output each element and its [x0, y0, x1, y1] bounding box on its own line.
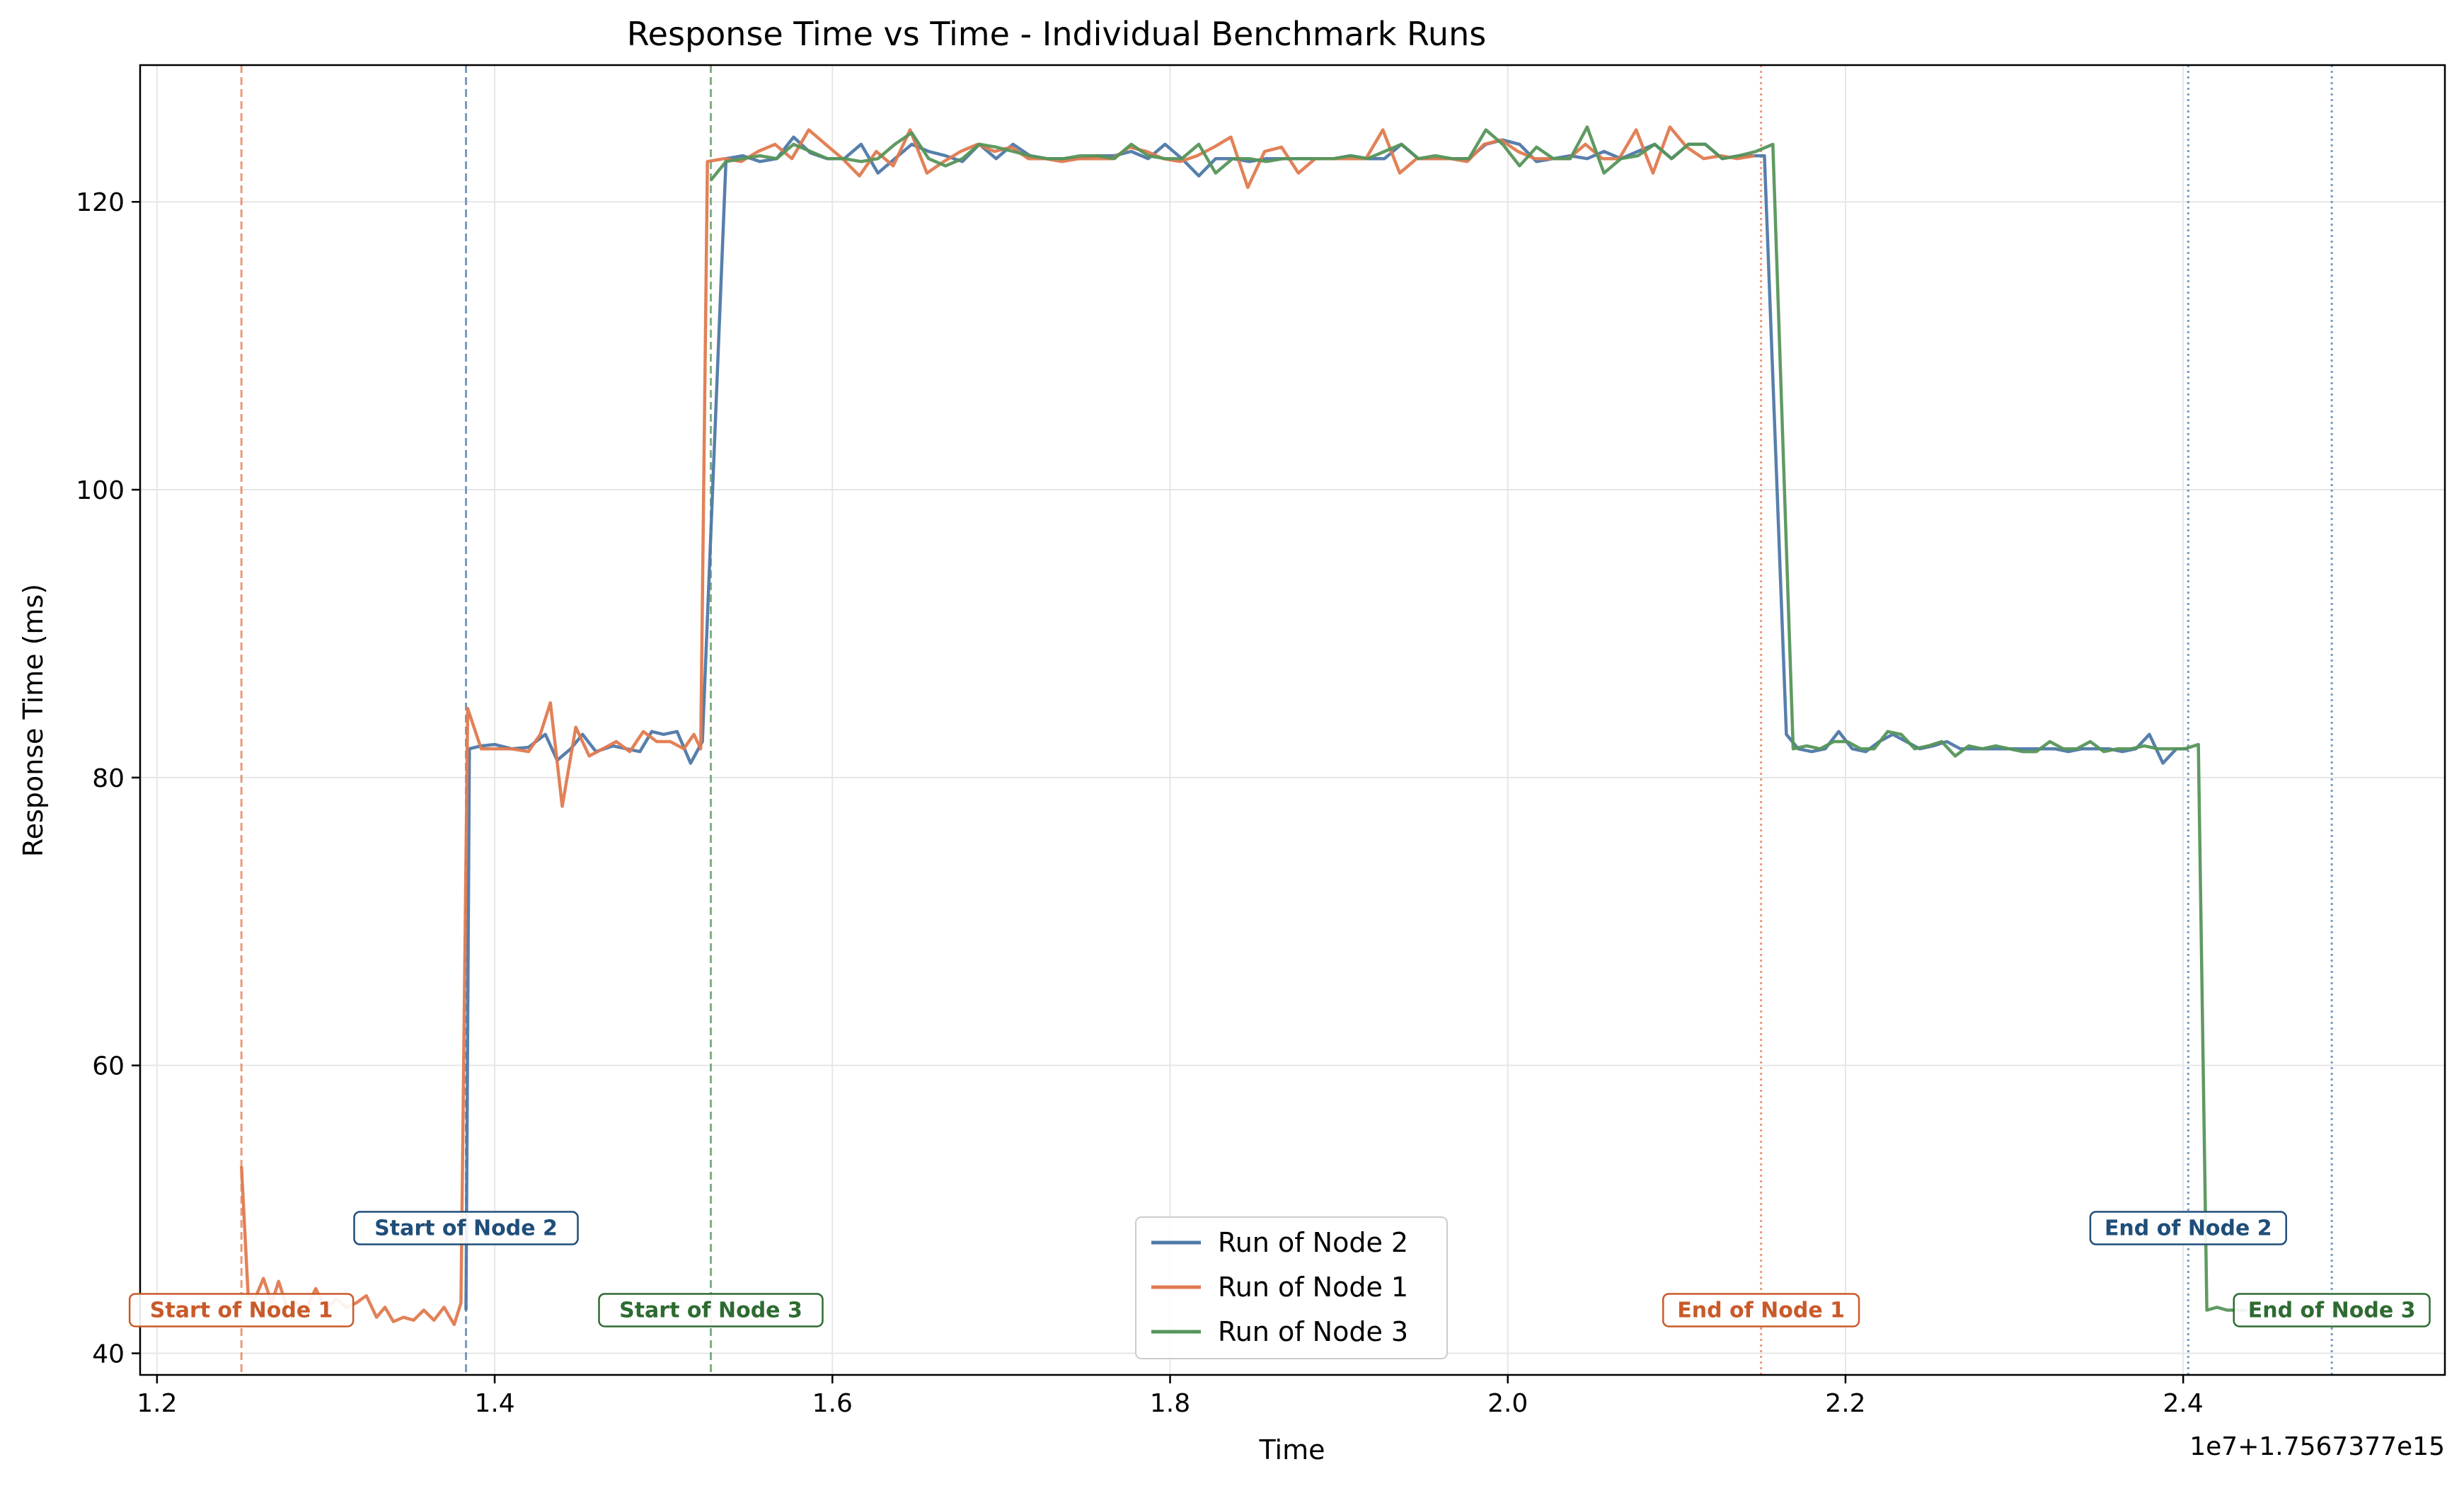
annotation-box: [353, 1211, 579, 1245]
annotation-box: [1662, 1293, 1860, 1327]
y-axis: 40 60 80 100 120: [76, 188, 140, 1369]
annotation-text: End of Node 3: [2248, 1298, 2416, 1323]
legend-label: Run of Node 3: [1218, 1316, 1408, 1347]
legend-label: Run of Node 1: [1218, 1272, 1408, 1303]
annotation-end-of-node-3: End of Node 3: [2233, 1293, 2431, 1327]
x-tick-label-1-8: 1.8: [1150, 1389, 1190, 1418]
annotation-start-of-node-1: Start of Node 1: [128, 1293, 355, 1327]
annotation-text: Start of Node 3: [619, 1298, 802, 1323]
grid: [140, 65, 2445, 1375]
x-tick-label-1-2: 1.2: [137, 1389, 177, 1418]
y-tick-label-100: 100: [76, 476, 125, 505]
y-axis-label: Response Time (ms): [18, 584, 49, 857]
annotation-start-of-node-2: Start of Node 2: [353, 1211, 579, 1245]
series-lines: [239, 125, 2247, 1327]
annotation-box: [128, 1293, 355, 1327]
plot-frame: [139, 64, 2446, 1376]
annotation-box: [2233, 1293, 2431, 1327]
x-axis: 1.2 1.4 1.6 1.8 2.0 2.2 2.4: [137, 1375, 2204, 1418]
annotations: Start of Node 1 Start of Node 2 Start of N…: [128, 1211, 2431, 1327]
x-axis-label: Time: [1259, 1434, 1325, 1465]
annotation-text: Start of Node 2: [374, 1216, 558, 1241]
x-tick-label-1-4: 1.4: [474, 1389, 514, 1418]
annotation-text: Start of Node 1: [150, 1298, 333, 1323]
y-tick-label-60: 60: [92, 1052, 125, 1081]
annotation-box: [2089, 1211, 2287, 1245]
x-tick-label-2-4: 2.4: [2163, 1389, 2204, 1418]
chart-title: Response Time vs Time - Individual Bench…: [627, 15, 1486, 53]
annotation-end-of-node-2: End of Node 2: [2089, 1211, 2287, 1245]
series-line-run-of-node-3: [709, 125, 2247, 1312]
x-tick-label-2-2: 2.2: [1825, 1389, 1865, 1418]
annotation-end-of-node-1: End of Node 1: [1662, 1293, 1860, 1327]
legend-item-run-of-node-2: Run of Node 2: [1151, 1227, 1408, 1258]
y-tick-label-40: 40: [92, 1340, 125, 1369]
legend-item-run-of-node-3: Run of Node 3: [1151, 1316, 1408, 1347]
legend-item-run-of-node-1: Run of Node 1: [1151, 1272, 1408, 1303]
x-tick-label-2-0: 2.0: [1487, 1389, 1528, 1418]
legend: Run of Node 2 Run of Node 1 Run of Node 3: [1135, 1216, 1448, 1359]
y-tick-label-80: 80: [92, 764, 125, 793]
y-tick-label-120: 120: [76, 188, 125, 217]
legend-box: [1135, 1216, 1448, 1359]
annotation-box: [598, 1293, 824, 1327]
annotation-text: End of Node 1: [1677, 1298, 1845, 1323]
legend-label: Run of Node 2: [1218, 1227, 1408, 1258]
annotation-start-of-node-3: Start of Node 3: [598, 1293, 824, 1327]
annotation-text: End of Node 2: [2105, 1216, 2272, 1241]
x-offset-label: 1e7+1.7567377e15: [2189, 1432, 2445, 1461]
x-tick-label-1-6: 1.6: [812, 1389, 853, 1418]
